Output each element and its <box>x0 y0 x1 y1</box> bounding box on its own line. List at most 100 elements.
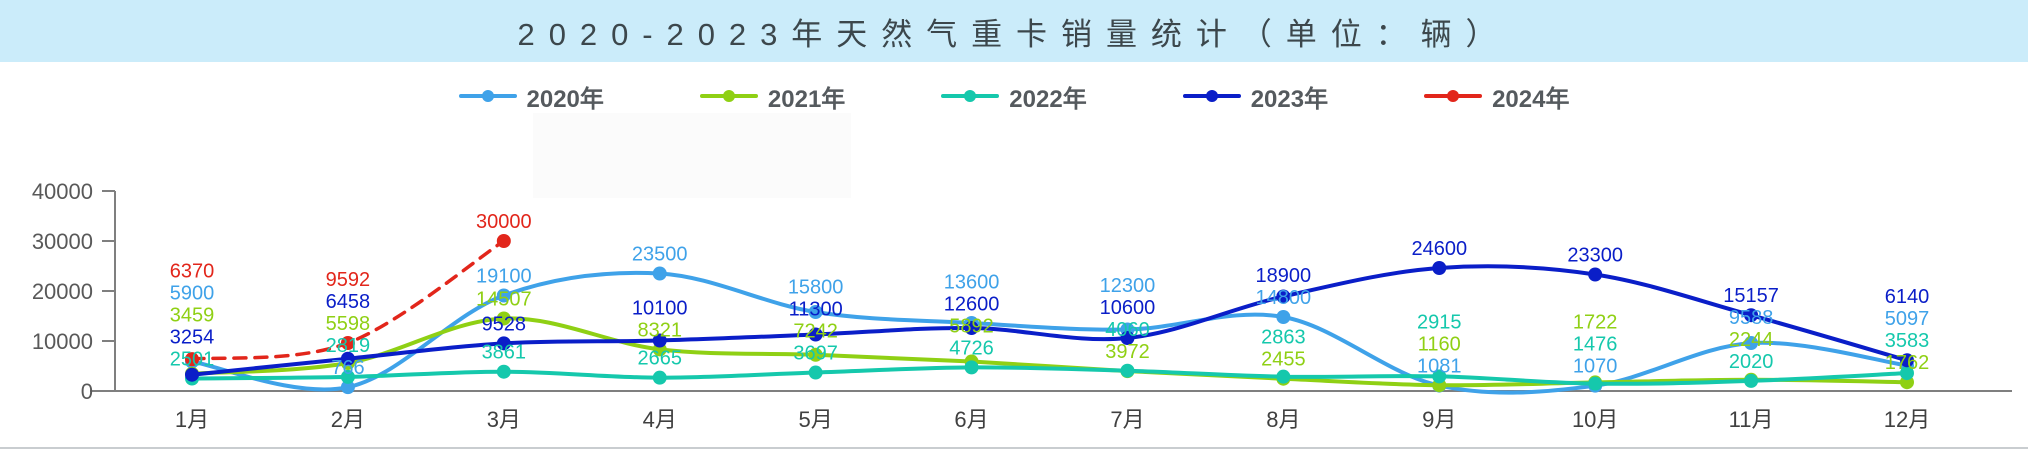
legend-line-dot-icon <box>1182 89 1241 103</box>
data-point-label: 3861 <box>482 342 527 364</box>
data-point <box>1432 369 1447 384</box>
data-point <box>185 352 199 367</box>
data-point-label: 9592 <box>326 269 371 291</box>
legend-line-dot-icon <box>699 89 758 103</box>
data-point-label: 23300 <box>1567 245 1623 267</box>
data-point <box>1276 310 1291 324</box>
data-point-label: 3697 <box>793 343 838 365</box>
data-point <box>340 351 355 366</box>
data-point <box>1276 289 1291 304</box>
data-point <box>1432 261 1447 275</box>
chart-title-bar: 2020-2023年天然气重卡销量统计（单位：辆） <box>0 0 2028 62</box>
data-point <box>808 347 823 362</box>
legend-line-dot-icon <box>1424 89 1483 103</box>
data-point-label: 3972 <box>1105 341 1150 363</box>
sales-line-chart: 0 10000 20000 30000 40000 1月 2月 3月 4月 5月 6月 7月 8月 9月 1… <box>32 179 2012 432</box>
data-point-label: 766 <box>331 357 364 379</box>
data-point <box>1900 353 1914 368</box>
y-tick-label: 0 <box>81 379 93 404</box>
data-point <box>496 364 511 379</box>
data-point-label: 1160 <box>1418 334 1461 356</box>
data-point-label: 6140 <box>1885 286 1930 308</box>
x-tick-label: 11月 <box>1729 407 1774 432</box>
data-point-label: 10600 <box>1100 297 1156 319</box>
x-tick-label: 4月 <box>643 407 677 432</box>
data-point-label: 7242 <box>793 321 838 343</box>
data-point-label: 4726 <box>949 337 994 359</box>
data-point-label: 14800 <box>1256 287 1312 309</box>
data-point <box>496 311 511 326</box>
data-point-label: 15157 <box>1723 285 1779 307</box>
data-point <box>1120 331 1135 345</box>
data-point-label: 10100 <box>632 297 688 319</box>
data-point-label: 2455 <box>1261 349 1306 371</box>
data-point-label: 1081 <box>1417 356 1462 378</box>
data-point <box>185 367 199 382</box>
data-point <box>652 266 667 281</box>
data-point-label: 6458 <box>326 291 371 313</box>
legend-item-2024: 2024年 <box>1424 79 1569 114</box>
x-tick-label: 8月 <box>1266 407 1300 432</box>
data-point <box>1588 267 1603 282</box>
legend-label: 2023年 <box>1250 85 1329 113</box>
legend-item-2023: 2023年 <box>1182 79 1329 114</box>
legend-label: 2024年 <box>1492 85 1570 113</box>
data-point-label: 3254 <box>170 326 215 348</box>
data-point <box>1588 376 1603 391</box>
data-point-label: 5892 <box>949 315 994 337</box>
chart-legend: 2020年 2021年 2022年 2023年 2024年 <box>0 66 2028 126</box>
data-point <box>808 327 823 342</box>
data-point-label: 1476 <box>1573 334 1618 356</box>
data-point-label: 2665 <box>637 348 682 370</box>
x-tick-label: 1月 <box>175 407 209 432</box>
data-point <box>1744 336 1759 351</box>
series-line-2022 <box>190 365 1909 386</box>
y-tick-label: 40000 <box>32 179 93 204</box>
data-point-label: 2915 <box>1417 312 1462 334</box>
data-point-label: 3459 <box>170 304 215 326</box>
data-point-label: 3583 <box>1885 330 1930 352</box>
data-point <box>496 336 511 351</box>
data-point <box>1276 369 1291 384</box>
data-point-label: 14507 <box>476 288 532 310</box>
data-point-label: 24600 <box>1411 238 1467 260</box>
x-tick-label: 12月 <box>1884 407 1930 432</box>
legend-line-dot-icon <box>941 89 1000 103</box>
data-point-label: 11300 <box>789 299 843 321</box>
y-tick-label: 10000 <box>32 329 93 354</box>
data-point-label: 19100 <box>476 266 532 288</box>
data-point-label: 2020 <box>1729 351 1774 373</box>
legend-item-2021: 2021年 <box>699 79 845 114</box>
data-point-label: 13600 <box>944 271 1000 293</box>
data-point <box>496 288 511 303</box>
data-point-label: 6370 <box>170 260 215 282</box>
data-point-label: 4060 <box>1105 319 1150 341</box>
legend-label: 2020年 <box>526 85 604 113</box>
x-tick-label: 10月 <box>1572 407 1618 432</box>
data-point-label: 12300 <box>1100 275 1156 297</box>
data-point-label: 2819 <box>326 335 371 357</box>
data-point-label: 5097 <box>1885 308 1930 330</box>
data-point <box>652 333 667 348</box>
data-point <box>1744 308 1759 323</box>
y-tick-label: 30000 <box>32 229 93 254</box>
data-point-label: 12600 <box>944 293 1000 315</box>
page-title: 2020-2023年天然气重卡销量统计（单位：辆） <box>517 16 1511 52</box>
x-tick-label: 6月 <box>954 407 988 432</box>
data-point-label: 23500 <box>632 244 688 266</box>
data-point <box>964 360 979 375</box>
legend-item-2022: 2022年 <box>941 79 1087 114</box>
data-point <box>1900 366 1914 381</box>
legend-item-2020: 2020年 <box>458 79 604 114</box>
data-point <box>964 321 979 335</box>
data-point <box>496 234 511 248</box>
data-point-label: 1762 <box>1885 352 1930 374</box>
x-tick-label: 9月 <box>1422 407 1456 432</box>
data-point-label: 2501 <box>170 348 215 370</box>
data-point <box>340 369 355 384</box>
data-point-label: 9588 <box>1729 307 1774 329</box>
data-point <box>652 370 667 385</box>
data-point-label: 1070 <box>1573 356 1618 378</box>
data-point-label: 18900 <box>1256 265 1312 287</box>
